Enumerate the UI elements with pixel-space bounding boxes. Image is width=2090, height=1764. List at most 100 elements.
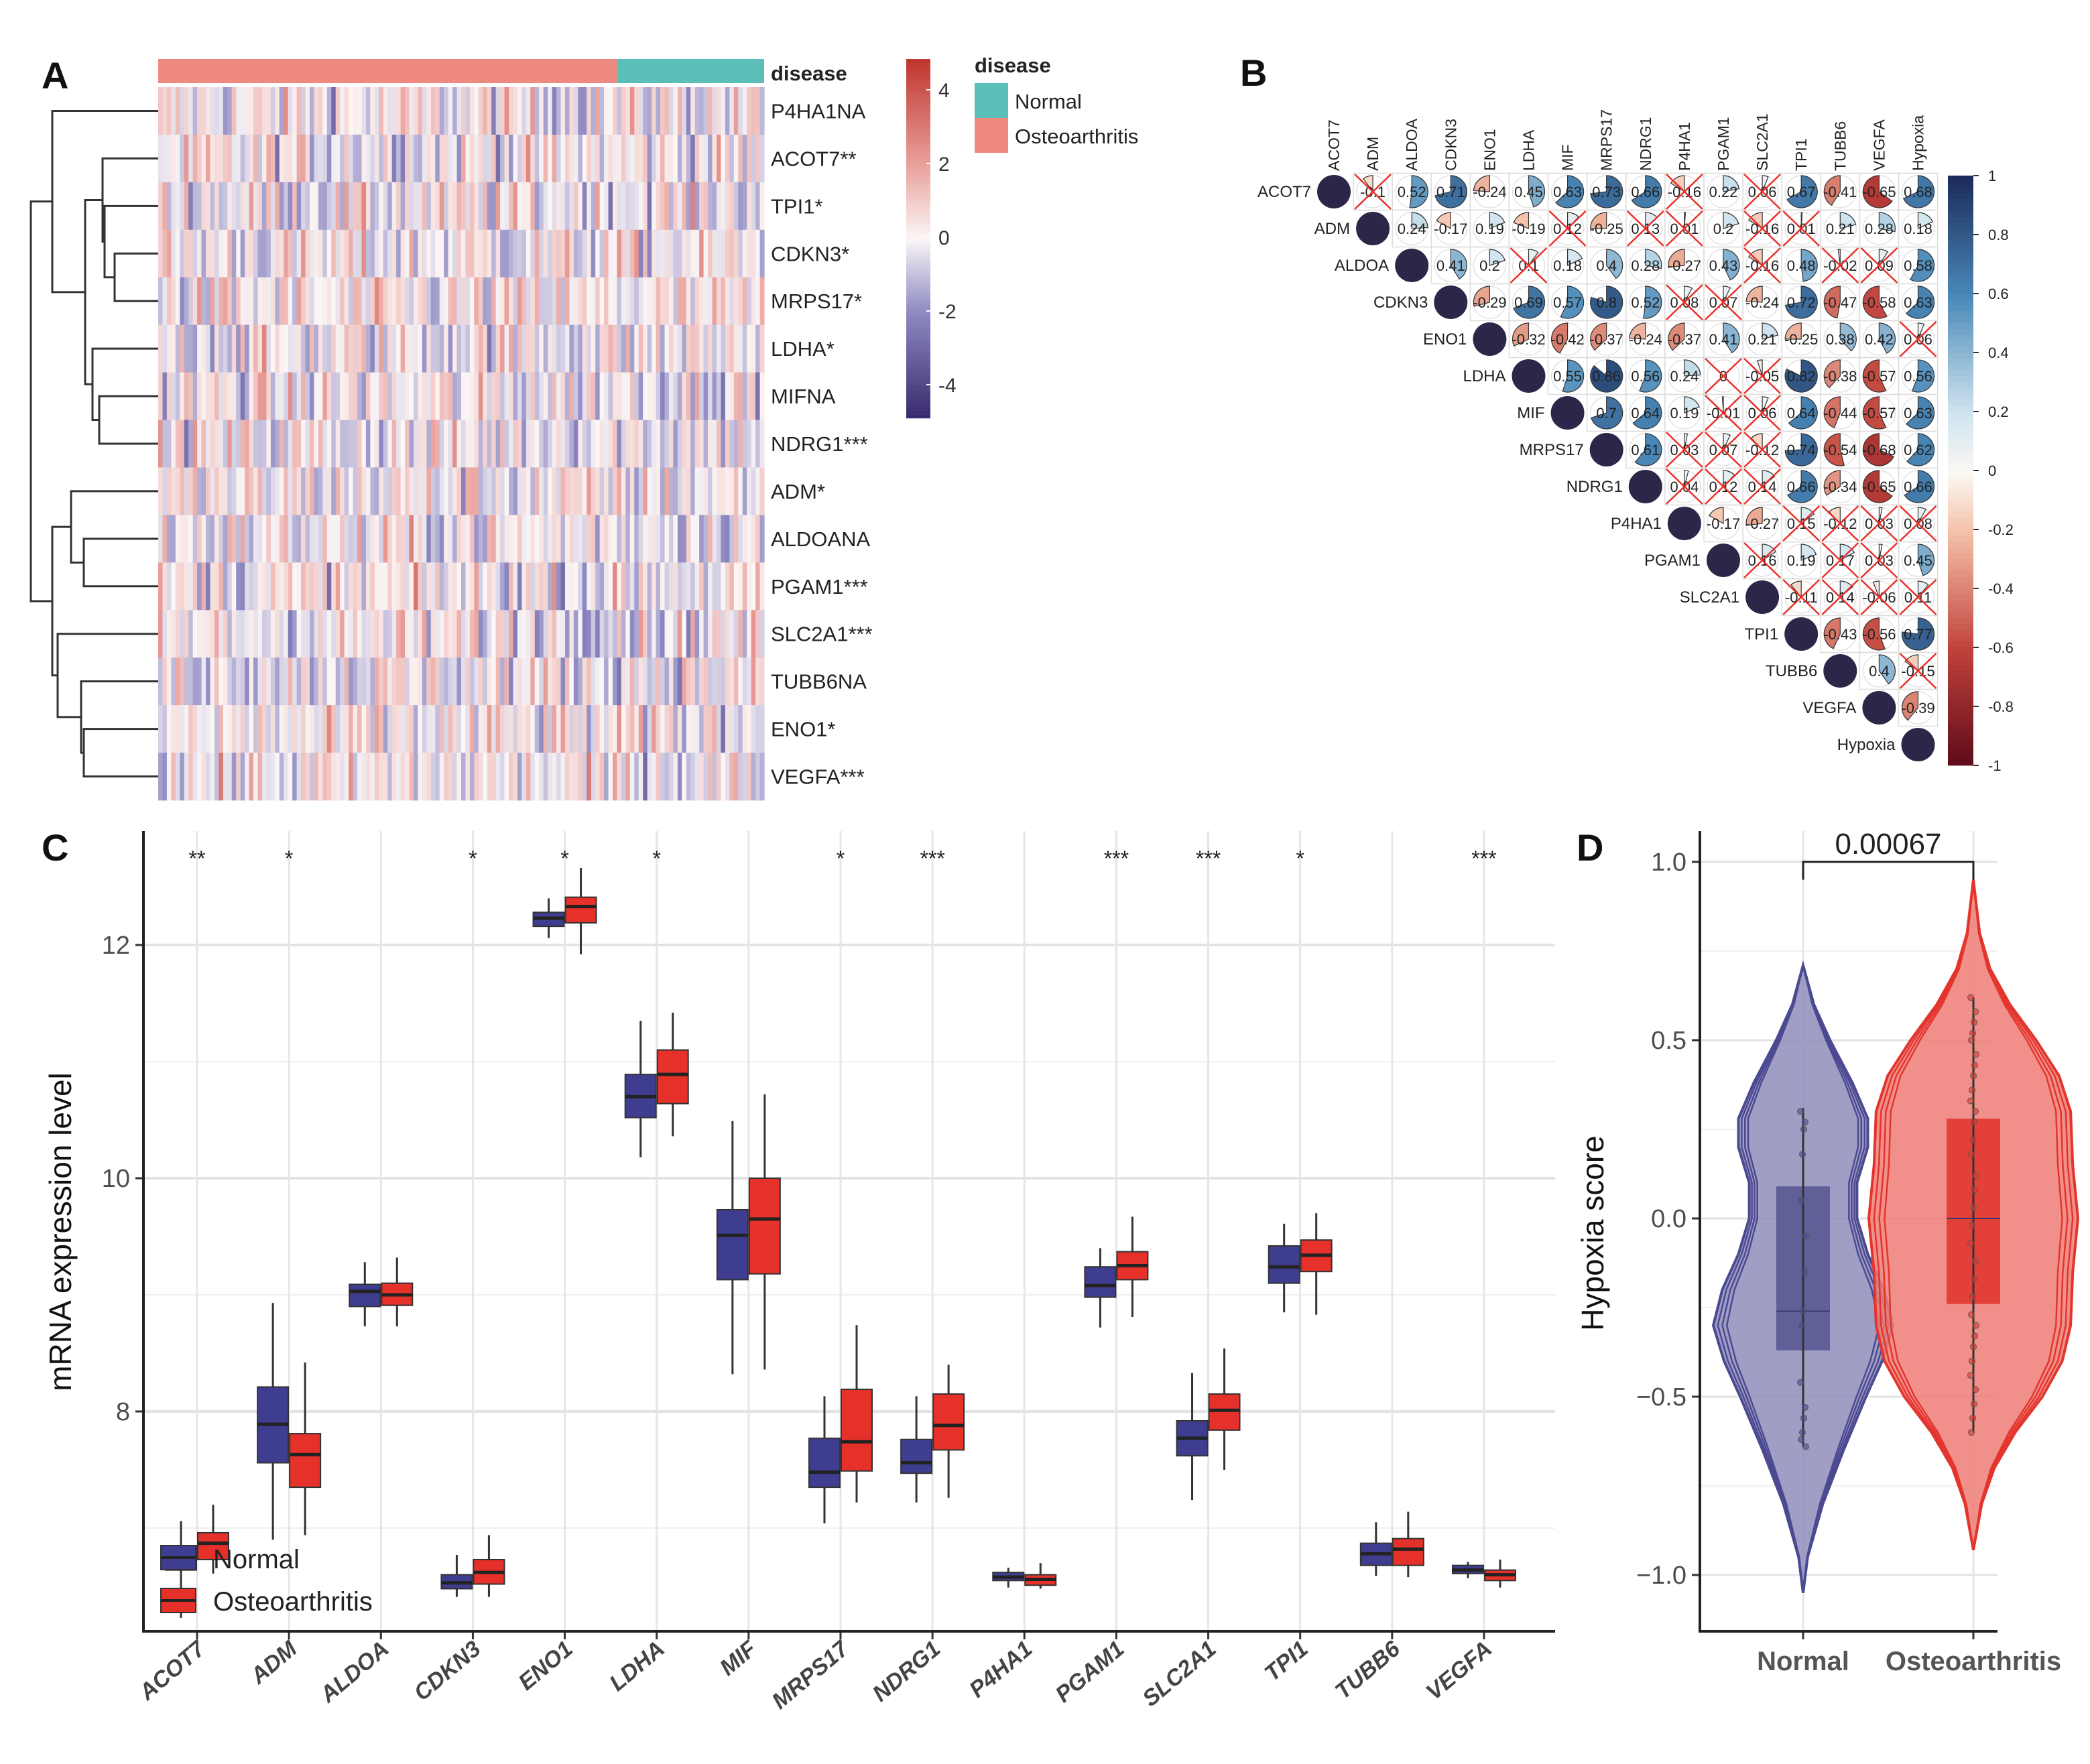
dendrogram-branch	[98, 395, 158, 445]
heatmap-cell	[353, 753, 358, 801]
corr-colorbar-segment	[1948, 193, 1973, 200]
heatmap-cell	[240, 420, 245, 468]
heatmap-cell	[270, 657, 275, 706]
data-point	[1969, 1414, 1976, 1422]
heatmap-cell	[647, 467, 652, 515]
dendrogram-branch	[29, 200, 52, 603]
corr-colorbar-segment	[1948, 505, 1973, 512]
heatmap-cell	[638, 134, 643, 183]
heatmap-cell	[188, 277, 194, 326]
corr-colorbar-tick-label: -0.2	[1988, 521, 2014, 538]
heatmap-cell	[474, 420, 479, 468]
heatmap-cell	[604, 372, 609, 420]
corr-colorbar-segment	[1948, 317, 1973, 324]
heatmap-cell	[738, 610, 743, 658]
heatmap-cell	[708, 657, 713, 706]
heatmap-cell	[180, 515, 185, 563]
heatmap-cell	[664, 182, 670, 231]
colorbar-segment	[906, 411, 930, 415]
corr-colorbar-segment	[1948, 328, 1973, 335]
corr-colorbar-segment	[1948, 559, 1973, 566]
corr-colorbar-segment	[1948, 311, 1973, 318]
heatmap-cell	[712, 562, 717, 611]
heatmap-cell	[513, 420, 518, 468]
heatmap-cell	[465, 657, 471, 706]
heatmap-cell	[310, 87, 315, 135]
heatmap-cell	[694, 610, 700, 658]
corr-value-label: -0.29	[1473, 294, 1506, 311]
colorbar-segment	[906, 62, 930, 66]
heatmap-cell	[296, 182, 302, 231]
heatmap-cell	[569, 515, 574, 563]
heatmap-cell	[257, 229, 263, 278]
heatmap-cell	[647, 562, 652, 611]
heatmap-cell	[491, 657, 497, 706]
heatmap-cell	[617, 324, 622, 373]
heatmap-cell	[543, 705, 548, 753]
data-point	[1973, 1172, 1979, 1180]
heatmap-cell	[296, 277, 302, 326]
heatmap-cell	[249, 657, 254, 706]
heatmap-cell	[504, 277, 509, 326]
heatmap-cell	[573, 134, 578, 183]
corr-pie	[1901, 617, 1935, 651]
heatmap-cell	[340, 420, 345, 468]
heatmap-cell	[517, 562, 522, 611]
heatmap-cell	[349, 229, 354, 278]
heatmap-cell	[591, 87, 596, 135]
heatmap-cell	[652, 562, 657, 611]
dendrogram-branch	[113, 252, 158, 302]
heatmap-cell	[374, 134, 379, 183]
heatmap-cell	[396, 87, 402, 135]
heatmap-cell	[180, 87, 185, 135]
heatmap-cell	[643, 420, 648, 468]
heatmap-cell	[452, 562, 458, 611]
heatmap-cell	[708, 372, 713, 420]
heatmap-cell	[335, 657, 341, 706]
heatmap-cell	[500, 182, 505, 231]
heatmap-cell	[391, 134, 397, 183]
heatmap-cell	[469, 87, 475, 135]
heatmap-cell	[716, 182, 722, 231]
nonsignificant-cross-icon	[1666, 432, 1703, 468]
heatmap-cell	[548, 610, 553, 658]
corr-pie	[1762, 322, 1779, 340]
heatmap-cell	[426, 515, 432, 563]
heatmap-cell	[422, 324, 427, 373]
heatmap-cell	[729, 87, 735, 135]
heatmap-cell	[564, 420, 570, 468]
y-tick-label: 8	[116, 1398, 130, 1426]
heatmap-cell	[435, 562, 440, 611]
colorbar-segment	[906, 137, 930, 142]
heatmap-cell	[690, 229, 696, 278]
heatmap-cell	[703, 324, 709, 373]
heatmap-cell	[534, 277, 540, 326]
heatmap-cell	[483, 705, 488, 753]
heatmap-cell	[314, 324, 319, 373]
heatmap-cell	[197, 277, 202, 326]
heatmap-cell	[175, 610, 180, 658]
corr-diagonal-circle	[1317, 175, 1351, 208]
heatmap-cell	[357, 134, 363, 183]
heatmap-cell	[400, 610, 406, 658]
heatmap-cell	[266, 753, 271, 801]
heatmap-cell	[564, 229, 570, 278]
heatmap-cell	[591, 610, 596, 658]
heatmap-cell	[664, 324, 670, 373]
heatmap-cell	[690, 753, 696, 801]
heatmap-cell	[452, 657, 458, 706]
heatmap-cell	[560, 705, 566, 753]
corr-pie	[1631, 175, 1662, 208]
heatmap-cell	[552, 610, 557, 658]
heatmap-cell	[652, 420, 657, 468]
heatmap-cell	[391, 610, 397, 658]
heatmap-cell	[253, 87, 259, 135]
heatmap-cell	[326, 467, 332, 515]
corr-colorbar-segment	[1948, 488, 1973, 495]
heatmap-cell	[491, 87, 497, 135]
corr-colorbar-segment	[1948, 677, 1973, 684]
heatmap-cell	[530, 134, 536, 183]
heatmap-cell	[668, 87, 674, 135]
heatmap-cell	[353, 562, 358, 611]
heatmap-cell	[591, 657, 596, 706]
